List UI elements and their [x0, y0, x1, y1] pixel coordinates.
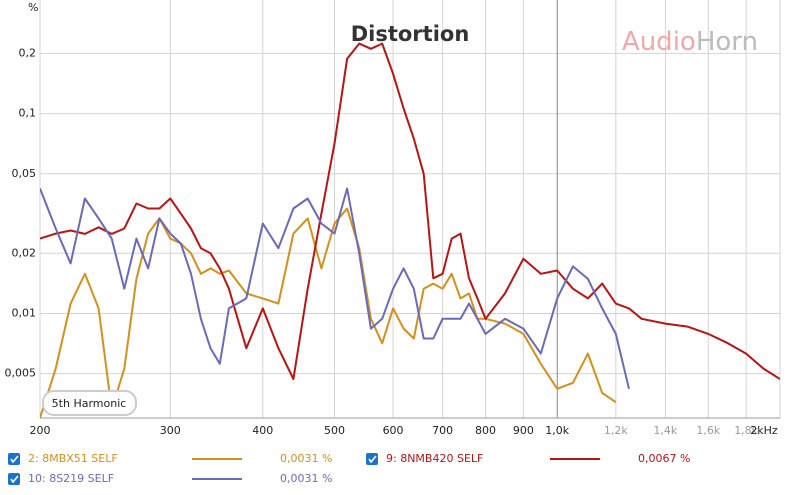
x-tick-label: 800 — [475, 424, 496, 437]
x-tick-label: 200 — [30, 424, 51, 437]
legend-check — [368, 455, 377, 464]
x-tick-label: 700 — [432, 424, 453, 437]
legend-checkbox[interactable] — [8, 453, 20, 465]
legend-label: 10: 8S219 SELF — [28, 472, 114, 485]
legend-check — [10, 475, 19, 484]
x-tick-label: 2kHz — [750, 424, 778, 437]
legend-checkbox[interactable] — [8, 473, 20, 485]
y-tick-label: 0,02 — [12, 246, 37, 259]
legend-value: 0,0031 % — [280, 472, 332, 485]
watermark-a: Audio — [622, 27, 696, 57]
series-line — [40, 42, 780, 380]
legend-value: 0,0067 % — [638, 452, 690, 465]
chart-title: Distortion — [351, 22, 470, 46]
harmonic-button-label: 5th Harmonic — [52, 397, 127, 410]
legend-label: 9: 8NMB420 SELF — [386, 452, 483, 465]
series-line — [40, 207, 617, 418]
legend-checkbox[interactable] — [366, 453, 378, 465]
x-tick-label: 1,6k — [696, 424, 720, 437]
y-tick-label: 0,2 — [19, 46, 37, 59]
x-tick-label: 900 — [513, 424, 534, 437]
series-line — [40, 187, 630, 390]
x-tick-label: 500 — [324, 424, 345, 437]
x-tick-label: 1,0k — [545, 424, 569, 437]
legend-label: 2: 8MBX51 SELF — [28, 452, 118, 465]
harmonic-button[interactable] — [42, 390, 137, 416]
y-tick-label: 0,005 — [5, 367, 37, 380]
y-tick-label: 0,05 — [12, 167, 37, 180]
x-tick-label: 600 — [383, 424, 404, 437]
y-tick-label: 0,01 — [12, 306, 37, 319]
y-tick-label: 0,1 — [19, 107, 37, 120]
x-tick-label: 300 — [160, 424, 181, 437]
watermark: AudioHorn — [622, 27, 758, 57]
y-unit: % — [28, 1, 38, 14]
x-tick-label: 1,8k — [734, 424, 758, 437]
legend-check — [10, 455, 19, 464]
x-tick-label: 400 — [252, 424, 273, 437]
x-tick-label: 1,2k — [604, 424, 628, 437]
x-tick-label: 1,4k — [653, 424, 677, 437]
watermark-b: Horn — [696, 27, 758, 57]
legend-value: 0,0031 % — [280, 452, 332, 465]
